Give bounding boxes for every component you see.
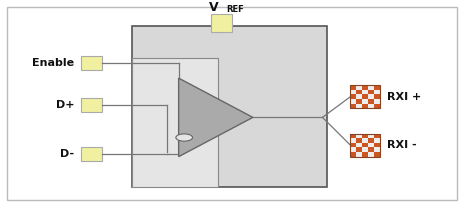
Bar bbox=[368, 90, 374, 94]
Bar bbox=[374, 90, 380, 94]
Bar bbox=[368, 133, 374, 138]
Bar bbox=[362, 90, 368, 94]
Bar bbox=[350, 85, 356, 90]
Bar bbox=[81, 147, 101, 161]
Bar bbox=[356, 152, 362, 157]
Text: V: V bbox=[209, 1, 219, 14]
Bar bbox=[350, 104, 356, 108]
Bar bbox=[350, 133, 380, 157]
Text: D+: D+ bbox=[56, 100, 74, 110]
Bar bbox=[350, 90, 356, 94]
Bar bbox=[132, 58, 218, 187]
Circle shape bbox=[175, 134, 192, 141]
Bar bbox=[81, 56, 101, 70]
Bar bbox=[374, 94, 380, 99]
Bar bbox=[374, 85, 380, 90]
Bar bbox=[368, 147, 374, 152]
Bar bbox=[356, 85, 362, 90]
Bar bbox=[350, 133, 356, 138]
Bar bbox=[356, 94, 362, 99]
Bar bbox=[350, 143, 356, 147]
Bar bbox=[368, 152, 374, 157]
Text: RXI +: RXI + bbox=[387, 92, 421, 102]
Bar bbox=[362, 133, 368, 138]
Polygon shape bbox=[178, 78, 252, 157]
Bar bbox=[356, 138, 362, 143]
Bar bbox=[362, 99, 368, 104]
Bar bbox=[350, 147, 356, 152]
Bar bbox=[374, 138, 380, 143]
Bar bbox=[368, 85, 374, 90]
Bar bbox=[362, 152, 368, 157]
Bar bbox=[374, 147, 380, 152]
Bar bbox=[211, 14, 231, 32]
Bar bbox=[132, 26, 326, 187]
Bar bbox=[350, 94, 356, 99]
Bar bbox=[368, 138, 374, 143]
Bar bbox=[374, 143, 380, 147]
Bar bbox=[374, 99, 380, 104]
Text: REF: REF bbox=[225, 5, 243, 14]
Bar bbox=[374, 152, 380, 157]
Bar bbox=[368, 143, 374, 147]
Bar bbox=[362, 143, 368, 147]
Bar bbox=[356, 133, 362, 138]
Bar bbox=[356, 147, 362, 152]
Bar bbox=[368, 99, 374, 104]
Bar bbox=[356, 99, 362, 104]
Bar bbox=[350, 138, 356, 143]
Bar bbox=[362, 104, 368, 108]
Bar bbox=[362, 85, 368, 90]
Text: RXI -: RXI - bbox=[387, 140, 416, 150]
Bar bbox=[350, 99, 356, 104]
Bar bbox=[350, 152, 356, 157]
Bar bbox=[362, 94, 368, 99]
Bar bbox=[362, 138, 368, 143]
Bar bbox=[356, 143, 362, 147]
Bar bbox=[374, 104, 380, 108]
Text: Enable: Enable bbox=[32, 58, 74, 68]
Bar bbox=[350, 85, 380, 108]
Text: D-: D- bbox=[60, 149, 74, 159]
Bar bbox=[81, 98, 101, 112]
Bar bbox=[356, 104, 362, 108]
Bar bbox=[368, 94, 374, 99]
Bar bbox=[374, 133, 380, 138]
Bar bbox=[362, 147, 368, 152]
Bar bbox=[368, 104, 374, 108]
Bar bbox=[356, 90, 362, 94]
